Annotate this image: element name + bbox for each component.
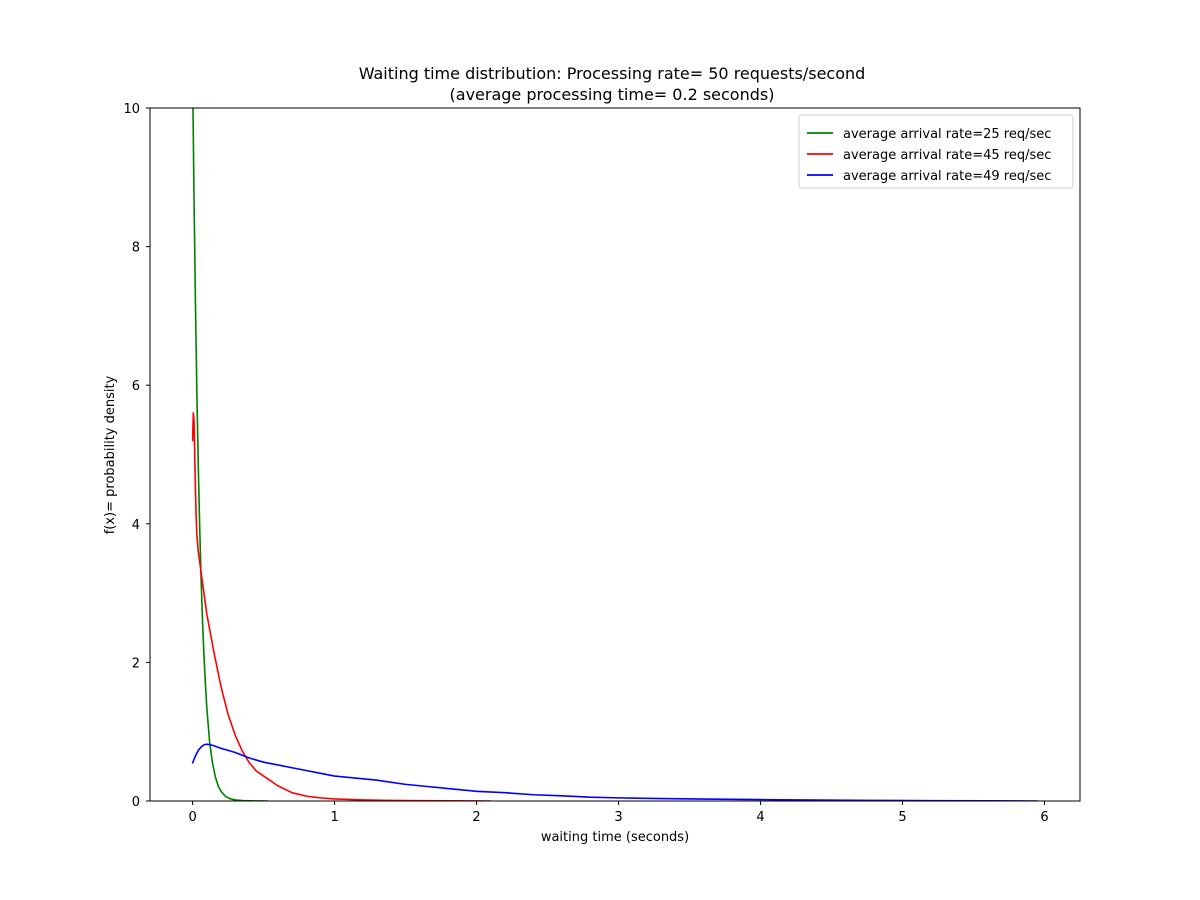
legend-box [798, 114, 1074, 189]
chart-title: Waiting time distribution: Processing ra… [359, 64, 866, 83]
legend-entry: average arrival rate=45 req/sec [843, 148, 1051, 163]
x-axis-ticks: 0 1 2 3 4 5 6 [188, 801, 1049, 825]
x-tick-label: 0 [188, 810, 196, 825]
chart-subtitle: (average processing time= 0.2 seconds) [450, 85, 775, 104]
legend-entry: average arrival rate=49 req/sec [843, 169, 1051, 184]
x-axis-label: waiting time (seconds) [541, 830, 689, 845]
x-tick-label: 4 [756, 810, 764, 825]
x-tick-label: 2 [472, 810, 480, 825]
y-tick-label: 8 [132, 241, 140, 256]
axes-frame [149, 107, 1081, 802]
x-tick-label: 3 [614, 810, 622, 825]
series-line-3 [191, 743, 1039, 801]
legend: average arrival rate=25 req/sec average a… [798, 114, 1074, 189]
x-tick-label: 6 [1040, 810, 1048, 825]
plot-area [150, 108, 1080, 801]
legend-entry: average arrival rate=25 req/sec [843, 127, 1051, 142]
y-axis-ticks: 0 2 4 6 8 10 [123, 102, 150, 810]
y-tick-label: 0 [132, 795, 140, 810]
x-tick-label: 1 [330, 810, 338, 825]
y-tick-label: 2 [132, 656, 140, 671]
y-tick-label: 10 [123, 102, 140, 117]
series-line-2 [191, 412, 492, 801]
y-tick-label: 4 [132, 518, 140, 533]
y-tick-label: 6 [132, 379, 140, 394]
y-axis-label: f(x)= probability density [103, 375, 118, 534]
x-tick-label: 5 [898, 810, 906, 825]
